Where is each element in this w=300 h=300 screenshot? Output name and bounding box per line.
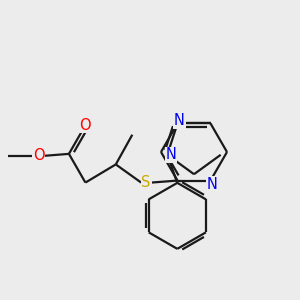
Text: O: O [33,148,44,164]
Text: O: O [80,118,91,133]
Text: N: N [207,177,218,192]
Text: N: N [174,113,185,128]
Text: N: N [166,147,177,162]
Text: S: S [142,175,151,190]
